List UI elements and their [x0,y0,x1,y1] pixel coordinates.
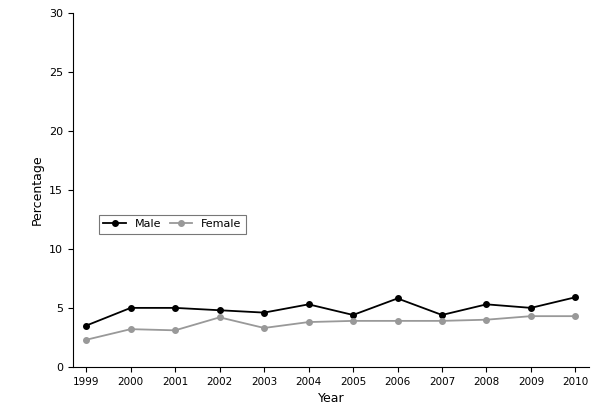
Female [172,328,179,333]
Male [572,295,579,300]
Male [483,302,490,307]
Female [394,319,401,324]
Line: Female: Female [83,314,578,342]
X-axis label: Year: Year [317,392,344,405]
Male [216,308,223,313]
Female [83,337,90,342]
Legend: Male, Female: Male, Female [99,215,246,234]
Male [305,302,312,307]
Female [127,327,134,332]
Male [394,296,401,301]
Female [305,319,312,324]
Male [83,323,90,328]
Female [527,314,535,319]
Line: Male: Male [83,294,578,328]
Y-axis label: Percentage: Percentage [30,154,44,225]
Female [572,314,579,319]
Female [260,325,268,330]
Male [527,305,535,310]
Female [438,319,446,324]
Male [350,312,357,317]
Male [172,305,179,310]
Male [260,310,268,315]
Female [350,319,357,324]
Female [216,315,223,320]
Male [438,312,446,317]
Male [127,305,134,310]
Female [483,317,490,322]
